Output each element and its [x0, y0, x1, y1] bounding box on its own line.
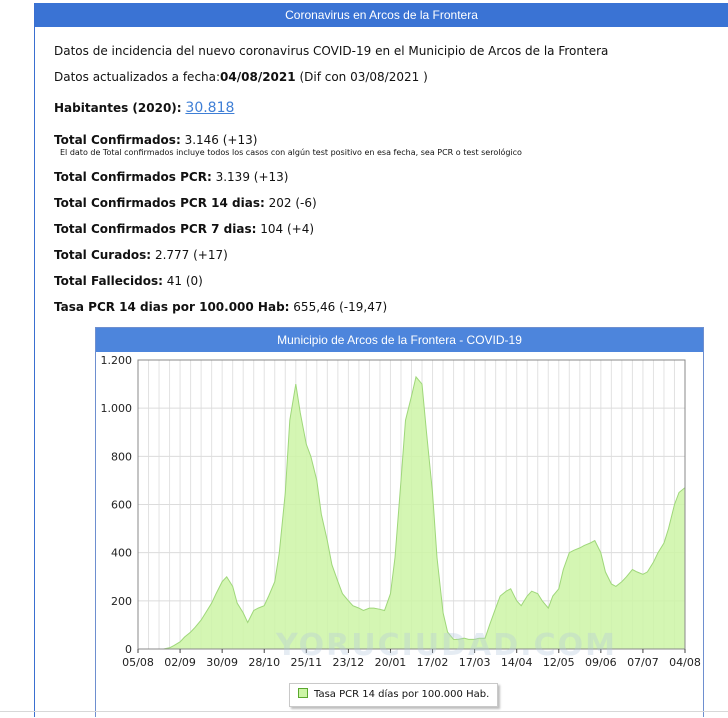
y-tick-label: 200: [111, 595, 132, 608]
stat-value: 655,46 (-19,47): [293, 300, 388, 314]
chart-title: Municipio de Arcos de la Frontera - COVI…: [96, 328, 703, 352]
x-tick-label: 17/03: [459, 656, 491, 669]
x-tick-label: 25/11: [290, 656, 322, 669]
stat-value: 3.139 (+13): [215, 170, 289, 184]
stat-total-confirmados-pcr: Total Confirmados PCR: 3.139 (+13): [54, 170, 288, 184]
y-tick-label: 400: [111, 547, 132, 560]
stat-total-fallecidos: Total Fallecidos: 41 (0): [54, 274, 203, 288]
stat-pcr-14-dias: Total Confirmados PCR 14 dias: 202 (-6): [54, 196, 317, 210]
x-tick-label: 20/01: [375, 656, 407, 669]
y-tick-label: 600: [111, 499, 132, 512]
update-label: Datos actualizados a fecha:: [54, 70, 221, 84]
stat-total-confirmados: Total Confirmados: 3.146 (+13): [54, 133, 257, 147]
x-tick-label: 28/10: [248, 656, 280, 669]
panel-title: Coronavirus en Arcos de la Frontera: [35, 3, 728, 27]
chart-container: Municipio de Arcos de la Frontera - COVI…: [95, 327, 704, 717]
intro-text: Datos de incidencia del nuevo coronaviru…: [54, 44, 609, 58]
chart-plot: 0 200 400 600 800 1.000 1.200 05/08 02/09 30/09 28…: [101, 354, 701, 669]
x-tick-label: 30/09: [206, 656, 238, 669]
update-line: Datos actualizados a fecha:04/08/2021 (D…: [54, 70, 428, 84]
y-tick-label: 1.200: [101, 354, 133, 367]
x-tick-label: 12/05: [543, 656, 575, 669]
stat-label: Tasa PCR 14 dias por 100.000 Hab:: [54, 300, 290, 314]
x-tick-label: 14/04: [501, 656, 533, 669]
plot-frame: [137, 359, 686, 650]
stat-pcr-7-dias: Total Confirmados PCR 7 dias: 104 (+4): [54, 222, 314, 236]
x-tick-label: 05/08: [122, 656, 154, 669]
update-date: 04/08/2021: [220, 70, 296, 84]
update-diff: (Dif con 03/08/2021 ): [299, 70, 428, 84]
y-tick-label: 800: [111, 450, 132, 463]
stat-value: 3.146 (+13): [184, 133, 258, 147]
stat-total-curados: Total Curados: 2.777 (+17): [54, 248, 228, 262]
stat-value: 41 (0): [166, 274, 203, 288]
stat-value: 104 (+4): [260, 222, 315, 236]
legend-swatch: [298, 688, 308, 698]
x-tick-label: 09/06: [585, 656, 617, 669]
y-tick-label: 0: [125, 643, 132, 656]
bottom-divider: [0, 711, 728, 712]
confirmados-note: El dato de Total confirmados incluye tod…: [60, 148, 522, 157]
x-tick-label: 23/12: [333, 656, 365, 669]
covid-info-panel: Coronavirus en Arcos de la Frontera Dato…: [34, 3, 728, 717]
x-tick-label: 07/07: [627, 656, 659, 669]
x-tick-label: 02/09: [164, 656, 196, 669]
series-area: [138, 376, 685, 649]
x-tick-label: 04/08: [669, 656, 701, 669]
watermark-text: YORUCIUDAD.COM: [276, 628, 617, 663]
habitantes-label: Habitantes (2020):: [54, 101, 182, 115]
habitantes-link[interactable]: 30.818: [185, 100, 235, 116]
stat-label: Total Curados:: [54, 248, 152, 262]
series-line: [138, 375, 686, 650]
habitantes-line: Habitantes (2020): 30.818: [54, 100, 234, 116]
stat-label: Total Confirmados PCR:: [54, 170, 212, 184]
y-tick-label: 1.000: [101, 402, 133, 415]
stat-value: 2.777 (+17): [154, 248, 228, 262]
stat-tasa-pcr: Tasa PCR 14 dias por 100.000 Hab: 655,46…: [54, 300, 387, 314]
chart-legend[interactable]: Tasa PCR 14 días por 100.000 Hab.: [289, 683, 499, 707]
stat-label: Total Confirmados PCR 14 dias:: [54, 196, 265, 210]
stat-label: Total Fallecidos:: [54, 274, 163, 288]
stat-label: Total Confirmados PCR 7 dias:: [54, 222, 257, 236]
stat-label: Total Confirmados:: [54, 133, 181, 147]
legend-label: Tasa PCR 14 días por 100.000 Hab.: [314, 689, 490, 700]
stat-value: 202 (-6): [268, 196, 317, 210]
x-tick-label: 17/02: [417, 656, 449, 669]
